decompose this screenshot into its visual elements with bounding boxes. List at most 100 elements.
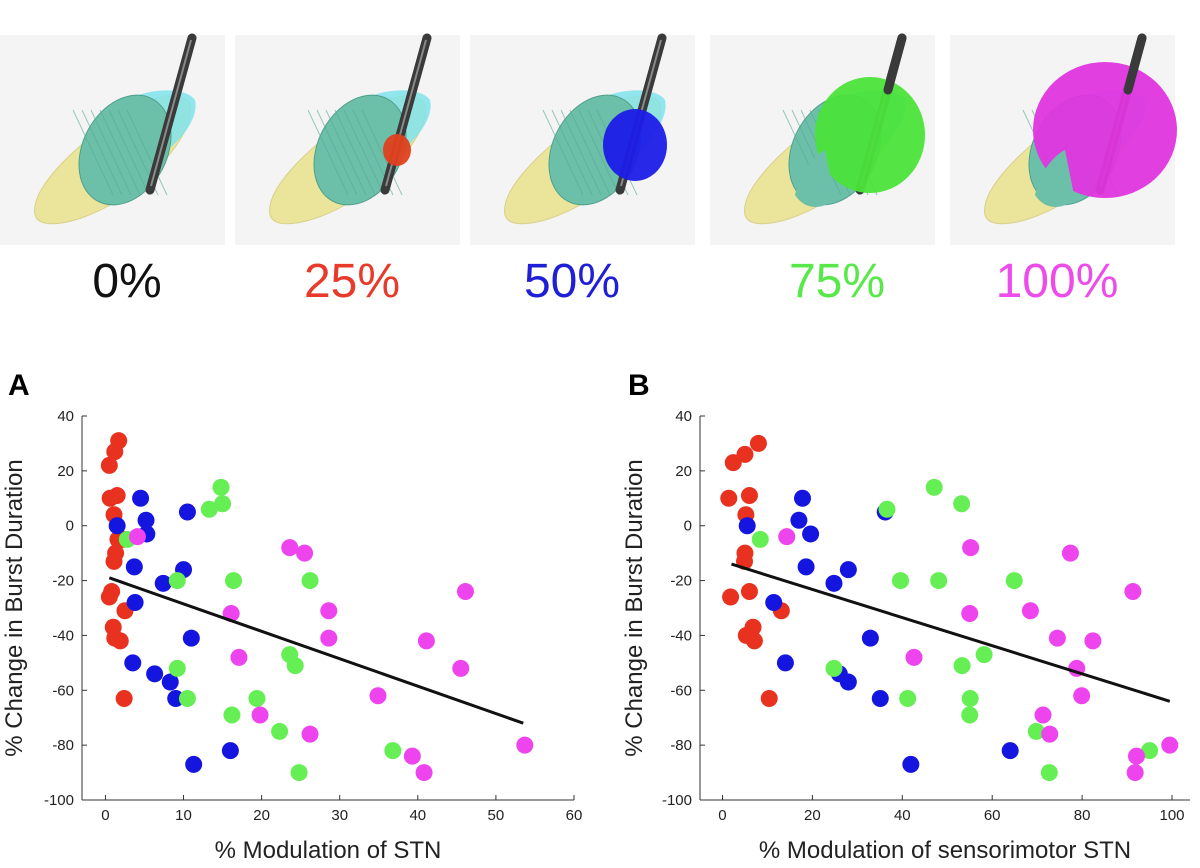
data-point (1027, 722, 1045, 740)
y-tick-label: -20 (52, 573, 74, 590)
data-point (452, 659, 470, 677)
data-point (128, 528, 146, 546)
y-tick-label: -40 (670, 627, 692, 644)
data-point (790, 511, 808, 529)
data-point (1061, 544, 1079, 562)
data-point (1021, 602, 1039, 620)
data-point (178, 503, 196, 521)
stn-region (78, 94, 172, 206)
y-tick-label: 40 (57, 408, 74, 425)
data-point (230, 648, 248, 666)
data-point (899, 690, 917, 708)
vta-volume (383, 134, 411, 166)
data-point (154, 574, 172, 592)
data-point (403, 747, 421, 765)
data-point (961, 706, 979, 724)
data-point (797, 558, 815, 576)
data-point (516, 736, 534, 754)
data-point (776, 654, 794, 672)
data-point (126, 594, 144, 612)
data-point (320, 602, 338, 620)
data-point (930, 572, 948, 590)
data-point (724, 454, 742, 472)
data-point (182, 629, 200, 647)
y-tick-label: 0 (66, 518, 74, 535)
x-axis-label: % Modulation of STN (215, 837, 442, 864)
data-point (200, 500, 218, 518)
y-tick-label: 0 (684, 518, 692, 535)
x-tick-label: 20 (253, 807, 270, 824)
data-point (1126, 764, 1144, 782)
data-point (778, 528, 796, 546)
vta-volume (603, 109, 667, 181)
data-point (456, 583, 474, 601)
data-point (749, 434, 767, 452)
label-25-percent: 25% (303, 255, 401, 308)
x-tick-label: 20 (804, 807, 821, 824)
stn-texture (307, 109, 349, 196)
y-tick-label: -80 (52, 737, 74, 754)
data-point (1124, 583, 1142, 601)
data-point (861, 629, 879, 647)
data-point (212, 478, 230, 496)
data-point (137, 511, 155, 529)
data-point (825, 659, 843, 677)
data-point (111, 632, 129, 650)
rendering-4 (950, 33, 1177, 245)
data-point (125, 558, 143, 576)
data-point (286, 657, 304, 675)
data-point (802, 525, 820, 543)
data-point (221, 742, 239, 760)
data-point (891, 572, 909, 590)
data-point (417, 632, 435, 650)
data-point (214, 495, 232, 513)
x-tick-label: 60 (566, 807, 583, 824)
stn-texture (343, 109, 385, 196)
stn-texture (99, 109, 141, 196)
data-point (281, 539, 299, 557)
data-point (106, 443, 124, 461)
panel-label-b: B (628, 369, 650, 402)
data-point (745, 632, 763, 650)
data-point (871, 690, 889, 708)
data-point (925, 478, 943, 496)
data-point (953, 495, 971, 513)
chart-b: -100 -80 -60 -40 -20 0 20 40 0 20 40 60 80 100 % Modul… (621, 408, 1190, 864)
y-tick-label: -60 (670, 682, 692, 699)
stn-texture (325, 109, 367, 196)
stn-texture (578, 109, 620, 196)
stn-texture (72, 109, 114, 196)
stn-texture (542, 109, 584, 196)
electrode-highlight (150, 39, 192, 187)
data-point (290, 764, 308, 782)
data-point (722, 588, 740, 606)
data-point (223, 706, 241, 724)
y-tick-label: -100 (44, 792, 74, 809)
data-point (1040, 764, 1058, 782)
data-point (178, 690, 196, 708)
x-axis-label: % Modulation of sensorimotor STN (759, 837, 1131, 864)
rendering-2 (470, 33, 695, 245)
stn-region (313, 94, 407, 206)
data-point (720, 489, 738, 507)
y-tick-label: -20 (670, 573, 692, 590)
regression-line (731, 562, 1171, 703)
data-point (105, 552, 123, 570)
data-point (301, 725, 319, 743)
data-point (124, 654, 142, 672)
y-tick-label: -80 (670, 737, 692, 754)
data-point (878, 500, 896, 518)
data-point (251, 706, 269, 724)
panel-label-a: A (8, 369, 30, 402)
data-point (961, 604, 979, 622)
rendering-1 (235, 33, 460, 245)
x-tick-label: 100 (1160, 807, 1185, 824)
data-point (962, 539, 980, 557)
data-point (369, 687, 387, 705)
data-point (146, 665, 164, 683)
data-point (740, 487, 758, 505)
stn-texture (551, 109, 593, 196)
data-point (225, 572, 243, 590)
data-point (301, 572, 319, 590)
data-point (740, 583, 758, 601)
